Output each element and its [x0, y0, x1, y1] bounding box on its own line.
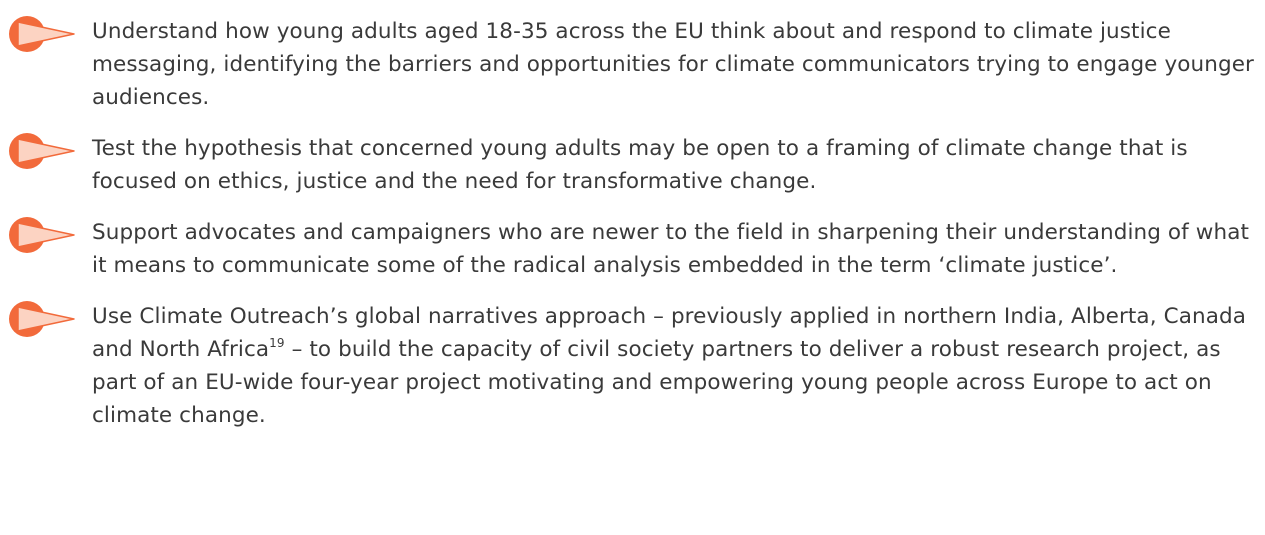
item-text: Use Climate Outreach’s global narratives… — [92, 300, 1257, 432]
text: Test the hypothesis that concerned young… — [92, 136, 1188, 194]
objective-list: Understand how young adults aged 18-35 a… — [0, 15, 1265, 432]
bullet-icon — [9, 16, 75, 52]
item-text: Support advocates and campaigners who ar… — [92, 216, 1257, 282]
footnote: 19 — [269, 336, 285, 350]
text: Use Climate Outreach’s global narratives… — [92, 304, 1246, 362]
item-text: Understand how young adults aged 18-35 a… — [92, 15, 1257, 114]
text: Support advocates and campaigners who ar… — [92, 220, 1250, 278]
bullet-icon — [9, 301, 75, 337]
list-item: Test the hypothesis that concerned young… — [0, 132, 1265, 198]
text: Understand how young adults aged 18-35 a… — [92, 19, 1254, 110]
list-item: Use Climate Outreach’s global narratives… — [0, 300, 1265, 432]
bullet-icon — [9, 133, 75, 169]
list-item: Support advocates and campaigners who ar… — [0, 216, 1265, 282]
item-text: Test the hypothesis that concerned young… — [92, 132, 1257, 198]
bullet-icon — [9, 217, 75, 253]
list-item: Understand how young adults aged 18-35 a… — [0, 15, 1265, 114]
text: – to build the capacity of civil society… — [92, 337, 1221, 428]
